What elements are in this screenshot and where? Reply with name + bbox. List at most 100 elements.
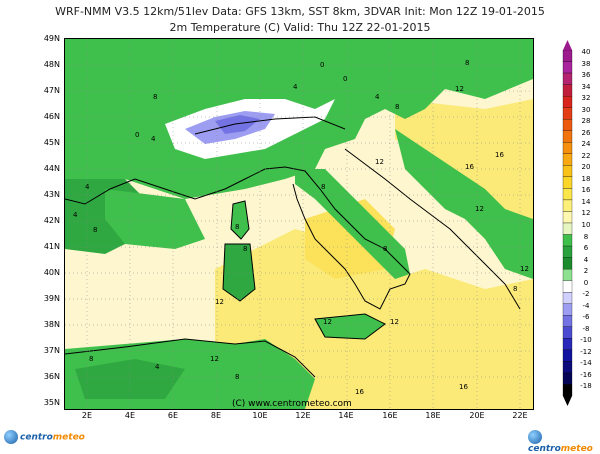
apennines-green-field (295, 169, 410, 279)
isotherm-label: 16 (355, 388, 364, 396)
isotherm-label: 8 (243, 245, 247, 253)
isotherm-labels: 0 0 8 4 0 4 4 8 8 12 16 16 12 8 4 4 8 8 … (73, 59, 529, 396)
lon-tick: 20E (469, 411, 485, 420)
isotherm-label: 8 (153, 93, 157, 101)
lat-tick: 45N (43, 138, 60, 147)
colorbar-label: -8 (582, 324, 590, 333)
isotherm-label: 8 (235, 223, 239, 231)
temperature-colorbar (562, 40, 573, 406)
isotherm-label: 8 (395, 103, 399, 111)
colorbar-swatch (562, 245, 573, 258)
colorbar-swatch (562, 119, 573, 131)
isotherm-label: 8 (235, 373, 239, 381)
colorbar-swatch (562, 61, 573, 74)
colorbar-label: 14 (581, 197, 591, 206)
isotherm-label: 4 (73, 211, 78, 219)
colorbar-swatch (562, 130, 573, 143)
lat-tick: 35N (43, 398, 60, 407)
alps-colder-field (215, 115, 260, 134)
colorbar-label: 22 (581, 151, 591, 160)
isotherm-label: 12 (215, 298, 224, 306)
globe-icon (528, 430, 542, 444)
isotherm-label: 4 (293, 83, 298, 91)
colorbar-swatch (562, 315, 573, 327)
isotherm-label: 12 (455, 85, 464, 93)
variable-valid-title: 2m Temperature (C) Valid: Thu 12Z 22-01-… (169, 21, 431, 34)
logo-text-a: centro (20, 432, 53, 443)
colorbar-label: 32 (581, 94, 591, 103)
lat-tick: 48N (43, 60, 60, 69)
coastlines (65, 116, 521, 378)
lat-tick: 43N (43, 190, 60, 199)
centrometeo-logo-right[interactable]: centrometeo (528, 430, 600, 454)
isotherm-label: 12 (390, 318, 399, 326)
colorbar-swatch (562, 257, 573, 270)
colorbar-swatch (562, 142, 573, 154)
lon-tick: 14E (338, 411, 354, 420)
colorbar-swatch (562, 199, 573, 212)
colorbar-label: 34 (581, 82, 591, 91)
isotherm-label: 12 (210, 355, 219, 363)
centrometeo-logo-left[interactable]: centrometeo (4, 430, 85, 448)
logo-text-b: meteo (560, 444, 593, 454)
colorbar-label: -6 (582, 313, 590, 322)
lat-tick: 37N (43, 346, 60, 355)
logo-text-b: meteo (52, 432, 85, 443)
lon-tick: 16E (382, 411, 398, 420)
colorbar-swatch (562, 153, 573, 166)
isotherm-label: 8 (465, 59, 469, 67)
map-header: WRF-NMM V3.5 12km/51lev Data: GFS 13km, … (0, 0, 600, 36)
isotherm-label: 8 (383, 245, 387, 253)
colorbar-label: 10 (581, 221, 591, 229)
lon-tick: 10E (252, 411, 268, 420)
isotherm-label: 16 (459, 383, 468, 391)
colorbar-label: 16 (581, 186, 591, 195)
isotherm-label: 4 (151, 135, 156, 143)
colorbar-swatch (562, 234, 573, 247)
lat-tick: 46N (43, 112, 60, 121)
colorbar-label: -18 (580, 382, 592, 391)
colorbar-label: -2 (582, 290, 590, 299)
lon-tick: 6E (167, 411, 179, 420)
graticule (65, 39, 533, 409)
colorbar-label: -14 (580, 359, 592, 368)
isotherm-label: 8 (321, 183, 325, 191)
lat-tick: 36N (43, 372, 60, 381)
isotherm-label: 12 (475, 205, 484, 213)
colorbar-label: 12 (581, 209, 591, 218)
colorbar-label: -4 (582, 301, 590, 310)
lon-tick: 18E (425, 411, 441, 420)
sicily-field (315, 314, 385, 339)
lat-tick: 49N (43, 34, 60, 43)
colorbar-label: 6 (583, 244, 589, 253)
isotherm-label: 4 (375, 93, 380, 101)
lat-tick: 42N (43, 216, 60, 225)
lon-tick: 2E (81, 411, 93, 420)
isotherm-label: 8 (89, 355, 93, 363)
colorbar-label: -16 (580, 370, 592, 379)
colorbar-label: 24 (581, 140, 591, 149)
colorbar-swatch (562, 165, 573, 178)
temperature-map[interactable]: 0 0 8 4 0 4 4 8 8 12 16 16 12 8 4 4 8 8 … (64, 38, 534, 410)
colorbar-label: -10 (580, 336, 592, 345)
colorbar-swatch (562, 292, 573, 304)
corsica-field (231, 201, 249, 239)
copyright-text: (C) www.centrometeo.com (232, 399, 352, 409)
colorbar-label: 38 (581, 59, 591, 68)
colorbar-swatch (562, 95, 573, 108)
colorbar-label: 30 (581, 105, 591, 114)
colorbar-swatch (562, 280, 573, 293)
colorbar-swatch (562, 372, 573, 385)
lat-tick: 40N (43, 268, 60, 277)
lon-tick: 8E (210, 411, 222, 420)
colorbar-label: 40 (581, 48, 591, 56)
isotherm-label: 0 (320, 61, 324, 69)
isotherm-label: 12 (520, 265, 529, 273)
colorbar-label: -12 (580, 347, 592, 356)
colorbar-swatch (562, 349, 573, 362)
colorbar-swatch (562, 107, 573, 120)
colorbar-swatch (562, 384, 573, 397)
colorbar-label: 8 (583, 232, 589, 241)
isotherm-label: 16 (465, 163, 474, 171)
isotherm-label: 8 (513, 285, 517, 293)
